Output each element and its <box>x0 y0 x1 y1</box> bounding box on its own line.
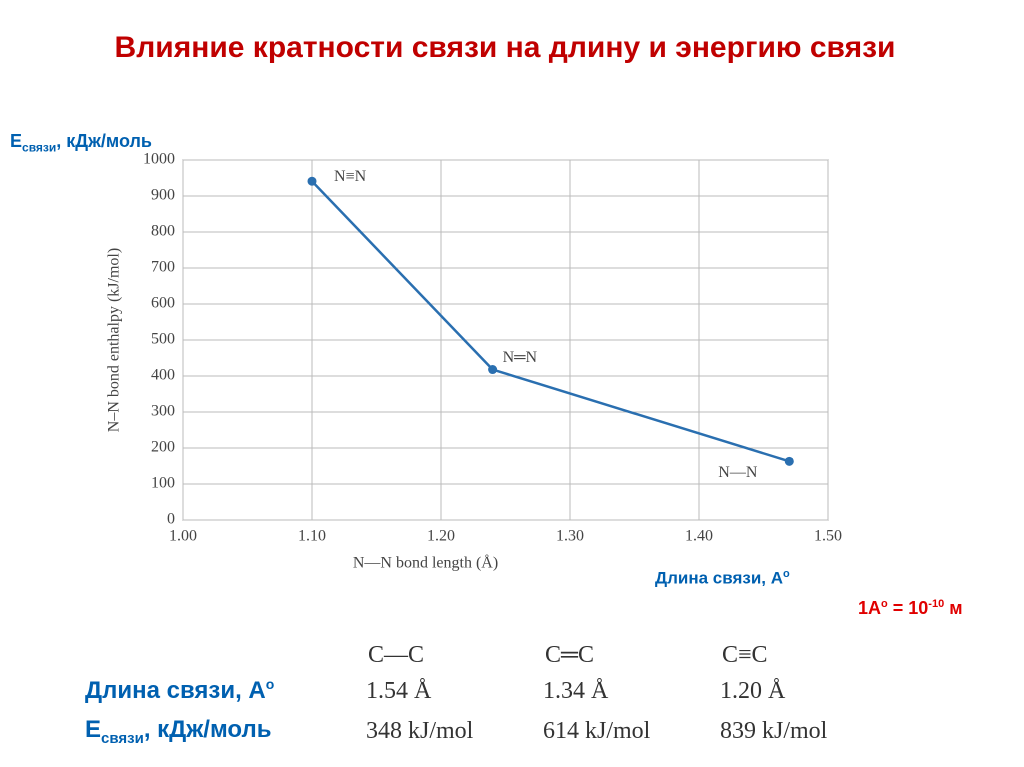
x-tick-label: 1.40 <box>685 528 713 545</box>
table-cell: 839 kJ/mol <box>720 718 828 744</box>
point <box>784 456 794 466</box>
subscript: связи <box>101 729 144 747</box>
superscript: -10 <box>928 598 945 610</box>
text: E <box>10 131 23 151</box>
table-header: C≡C <box>722 642 768 668</box>
x-tick-label: 1.20 <box>427 528 455 545</box>
x-tick-label: 1.00 <box>169 528 197 545</box>
table-header: C—C <box>368 642 425 668</box>
text: , кДж/моль <box>143 716 272 743</box>
unit-note: 1Аo = 10-10 м <box>858 598 963 619</box>
text: = 10 <box>887 598 929 618</box>
y-unit-label: Eсвязи, кДж/моль <box>10 131 152 155</box>
superscript: o <box>881 598 888 610</box>
line <box>311 180 790 463</box>
y-tick-label: 1000 <box>143 151 175 168</box>
x-tick-label: 1.50 <box>814 528 842 545</box>
row-label: Eсвязи, кДж/моль <box>85 716 271 747</box>
point-label: N≡N <box>334 168 367 185</box>
y-tick-label: 0 <box>167 511 175 528</box>
superscript: o <box>783 568 790 580</box>
table-cell: 1.20 Å <box>720 678 786 704</box>
point-label: N—N <box>718 464 758 481</box>
y-tick-label: 300 <box>151 403 175 420</box>
chart: 0 100 200 300 400 500 600 700 800 900 1000 1.00 1.10… <box>106 151 842 572</box>
slide-title: Влияние кратности связи на длину и энерг… <box>114 31 896 64</box>
y-tick-label: 600 <box>151 295 175 312</box>
table-cell: 614 kJ/mol <box>543 718 651 744</box>
x-tick-label: 1.30 <box>556 528 584 545</box>
text: Длина связи, А <box>655 568 784 588</box>
text: E <box>85 716 102 743</box>
text: , кДж/моль <box>56 131 152 151</box>
table-header: C═C <box>545 642 595 668</box>
x-axis-title: N—N bond length (Å) <box>353 554 498 572</box>
y-axis-title: N–N bond enthalpy (kJ/mol) <box>106 248 123 432</box>
y-tick-label: 500 <box>151 331 175 348</box>
point-label: N═N <box>503 349 538 366</box>
point <box>488 365 498 375</box>
table-cell: 1.54 Å <box>366 678 432 704</box>
y-tick-label: 100 <box>151 475 175 492</box>
text: Длина связи, А <box>85 677 266 704</box>
subscript: связи <box>22 140 57 155</box>
y-tick-label: 800 <box>151 223 175 240</box>
y-tick-label: 200 <box>151 439 175 456</box>
table-cell: 348 kJ/mol <box>366 718 474 744</box>
row-label: Длина связи, Аo <box>85 676 274 705</box>
x-tick-label: 1.10 <box>298 528 326 545</box>
y-tick-label: 400 <box>151 367 175 384</box>
table-cell: 1.34 Å <box>543 678 609 704</box>
x-unit-label: Длина связи, Аo <box>655 568 790 589</box>
text: 1А <box>858 598 882 618</box>
text: м <box>944 598 963 618</box>
point <box>307 176 317 186</box>
superscript: o <box>265 676 275 692</box>
y-tick-label: 700 <box>151 259 175 276</box>
y-tick-label: 900 <box>151 187 175 204</box>
